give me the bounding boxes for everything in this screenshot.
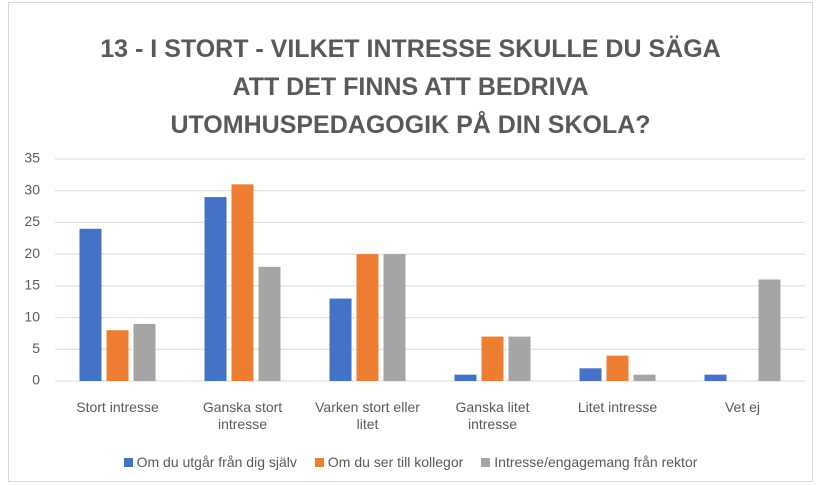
bar	[329, 298, 352, 381]
legend: Om du utgår från dig själv Om du ser till…	[0, 454, 821, 470]
y-tick-label: 20	[24, 245, 40, 261]
legend-item: Om du ser till kollegor	[314, 454, 464, 470]
bar	[758, 279, 781, 381]
legend-item: Om du utgår från dig själv	[123, 454, 297, 470]
bar	[579, 368, 602, 381]
legend-swatch	[481, 457, 491, 467]
bar	[704, 374, 727, 381]
bar	[508, 336, 531, 381]
x-tick-label: Ganska litet intresse	[455, 399, 530, 432]
chart-frame	[8, 2, 813, 482]
legend-label: Intresse/engagemang från rektor	[494, 454, 698, 470]
x-tick-label: Stort intresse	[76, 399, 159, 415]
bar	[79, 228, 102, 381]
bar	[133, 323, 156, 381]
chart-title: 13 - I STORT - VILKET INTRESSE SKULLE DU…	[100, 35, 721, 139]
legend-label: Om du utgår från dig själv	[136, 454, 297, 470]
bar	[258, 266, 281, 381]
bar	[383, 254, 406, 381]
y-tick-label: 25	[24, 213, 40, 229]
x-tick-label: Ganska stort intresse	[202, 399, 283, 432]
y-tick-label: 15	[24, 277, 40, 293]
bar	[481, 336, 504, 381]
bar	[231, 184, 254, 381]
y-tick-label: 30	[24, 181, 40, 197]
bar	[204, 197, 227, 381]
bar	[633, 374, 656, 381]
y-tick-label: 0	[32, 372, 40, 388]
x-tick-label: Varken stort eller litet	[315, 399, 420, 432]
bar	[606, 355, 629, 381]
x-tick-label: Vet ej	[724, 399, 761, 415]
y-tick-label: 10	[24, 308, 40, 324]
legend-item: Intresse/engagemang från rektor	[481, 454, 697, 470]
legend-swatch	[123, 457, 133, 467]
bar	[454, 374, 477, 381]
x-tick-label: Litet intresse	[577, 399, 658, 415]
bar	[356, 254, 379, 381]
legend-label: Om du ser till kollegor	[327, 454, 464, 470]
y-tick-label: 35	[24, 150, 40, 166]
bar	[106, 330, 129, 381]
y-tick-label: 5	[32, 340, 40, 356]
legend-swatch	[314, 457, 324, 467]
